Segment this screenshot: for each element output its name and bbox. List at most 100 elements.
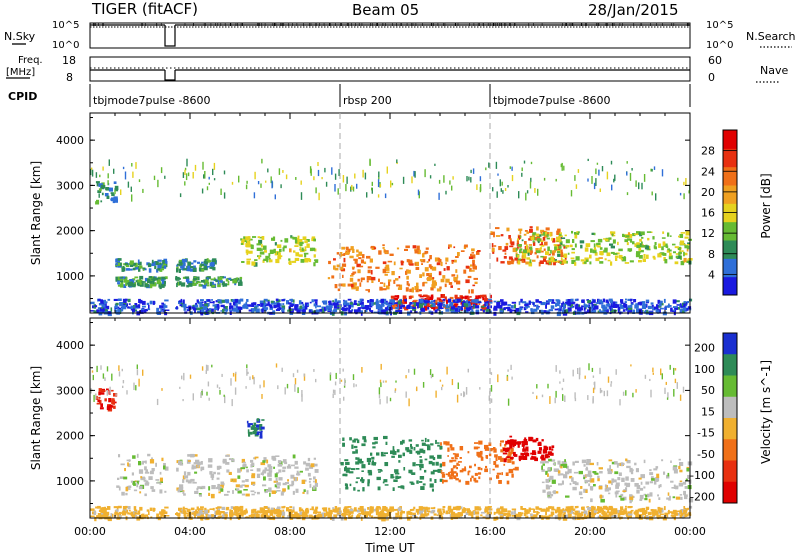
data-cell <box>498 456 502 460</box>
data-cell <box>679 234 684 238</box>
data-cell <box>273 466 275 469</box>
data-cell <box>270 300 274 303</box>
data-cell <box>510 241 515 246</box>
data-cell <box>196 276 200 281</box>
sparse-echo <box>267 168 269 173</box>
data-cell <box>608 511 614 514</box>
data-cell <box>620 299 624 303</box>
sparse-echo <box>574 392 576 399</box>
data-cell <box>430 443 434 446</box>
data-cell <box>328 303 333 305</box>
data-cell <box>544 461 549 464</box>
data-cell <box>378 278 380 282</box>
data-cell <box>546 237 550 240</box>
data-cell <box>373 311 378 314</box>
data-cell <box>463 305 467 310</box>
data-cell <box>379 514 384 520</box>
sparse-echo <box>465 387 468 395</box>
data-cell <box>558 245 562 249</box>
data-cell <box>186 284 190 288</box>
data-cell <box>157 259 162 262</box>
data-cell <box>505 242 509 246</box>
data-cell <box>651 304 654 308</box>
data-cell <box>561 302 564 308</box>
data-cell <box>557 473 561 476</box>
data-cell <box>596 301 600 305</box>
power-colorbar-swatch <box>723 240 737 259</box>
data-cell <box>251 474 256 479</box>
data-cell <box>117 513 119 517</box>
data-cell <box>435 439 437 444</box>
data-cell <box>624 301 627 304</box>
data-cell <box>409 481 414 484</box>
data-cell <box>556 300 560 305</box>
data-cell <box>490 231 495 235</box>
data-cell <box>679 255 682 260</box>
data-cell <box>678 482 682 487</box>
data-cell <box>679 240 685 245</box>
sparse-echo <box>324 167 326 173</box>
data-cell <box>436 262 441 266</box>
sparse-echo <box>213 178 216 181</box>
data-cell <box>468 256 474 259</box>
data-cell <box>406 449 411 453</box>
data-cell <box>627 506 632 509</box>
data-cell <box>247 423 251 428</box>
data-cell <box>178 268 181 273</box>
data-cell <box>484 301 489 305</box>
data-cell <box>159 482 162 485</box>
data-cell <box>304 306 308 310</box>
sparse-echo <box>506 376 509 381</box>
data-cell <box>683 490 686 496</box>
data-cell <box>430 511 434 514</box>
sparse-echo <box>351 184 353 190</box>
sparse-echo <box>185 173 188 181</box>
data-cell <box>412 513 417 517</box>
data-cell <box>637 302 643 305</box>
data-cell <box>128 463 131 468</box>
data-cell <box>99 399 102 404</box>
data-cell <box>450 447 455 451</box>
data-cell <box>448 282 453 285</box>
data-cell <box>261 248 263 251</box>
data-cell <box>251 514 256 517</box>
data-cell <box>257 431 261 433</box>
data-cell <box>583 476 585 480</box>
data-cell <box>387 279 392 282</box>
sparse-echo <box>626 192 629 196</box>
data-cell <box>397 510 400 515</box>
data-cell <box>261 244 263 248</box>
data-cell <box>610 302 613 307</box>
data-cell <box>679 509 682 512</box>
data-cell <box>246 240 251 244</box>
data-cell <box>163 463 166 467</box>
data-cell <box>486 301 489 303</box>
data-cell <box>272 515 276 518</box>
data-cell <box>674 261 679 265</box>
sparse-echo <box>632 392 634 398</box>
data-cell <box>332 507 335 510</box>
data-cell <box>533 514 538 518</box>
data-cell <box>625 505 627 508</box>
data-cell <box>609 514 613 519</box>
data-cell <box>673 516 676 521</box>
data-cell <box>639 494 644 500</box>
data-cell <box>424 513 428 517</box>
data-cell <box>630 469 634 471</box>
data-cell <box>393 509 396 511</box>
data-cell <box>445 473 449 476</box>
sparse-echo <box>156 398 159 406</box>
data-cell <box>377 506 381 509</box>
data-cell <box>117 477 120 480</box>
data-cell <box>319 308 323 312</box>
data-cell <box>463 507 465 510</box>
data-cell <box>332 302 335 306</box>
data-cell <box>238 300 241 305</box>
data-cell <box>520 298 523 303</box>
velocity-data <box>90 363 694 522</box>
data-cell <box>398 515 403 520</box>
sparse-echo <box>317 162 319 167</box>
data-cell <box>379 282 384 284</box>
data-cell <box>113 298 118 301</box>
data-cell <box>306 490 309 495</box>
